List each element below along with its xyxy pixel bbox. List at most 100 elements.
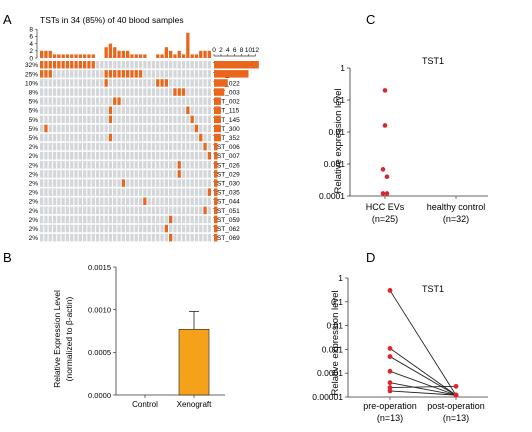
heatmap-cell [126,233,130,242]
heatmap-cell [151,70,156,78]
heatmap-cell [207,106,211,114]
heatmap-cell [138,233,143,242]
heatmap-cell [156,152,160,160]
heatmap-cell [108,179,113,187]
heatmap-cell [117,124,121,133]
heatmap-cell [83,88,87,96]
heatmap-cell [194,70,199,78]
heatmap-cell [151,188,156,196]
heatmap-cell [48,206,52,215]
heatmap-cell [207,215,211,224]
heatmap-cell [91,170,95,178]
heatmap-cell [134,106,138,114]
heatmap-cell [126,206,130,215]
heatmap-cell [104,161,108,169]
heatmap-cell [65,161,70,169]
heatmap-cell [160,215,164,224]
heatmap-cell [186,133,190,142]
heatmap-cell [100,97,104,105]
heatmap-cell [117,142,121,151]
panel-c-plot: 1 0.1 0.01 0.001 0.0001 HCC EVs (n=25) healthy … [319,63,488,224]
heatmap-cell [134,115,138,124]
panel-d-pair-line [389,356,457,396]
top-bar [169,50,173,58]
heatmap-cell [100,70,104,78]
heatmap-cell [113,115,117,124]
heatmap-cell [87,224,91,233]
heatmap-cell [194,133,199,142]
top-bar [87,54,91,58]
top-bar [70,54,74,58]
heatmap-cell [40,97,44,105]
heatmap-cell [169,61,173,69]
heatmap-cell [95,224,100,233]
heatmap-cell [173,197,177,205]
heatmap-cell [61,115,65,124]
panel-c-point [382,123,388,128]
heatmap-cell [181,206,186,215]
heatmap-cell [65,115,70,124]
heatmap-cell [164,206,168,215]
heatmap-cell [199,142,203,151]
heatmap-cell [70,170,74,178]
heatmap-cell [52,88,57,96]
heatmap-cell [147,233,151,242]
heatmap-cell [177,106,181,114]
heatmap-cell [61,206,65,215]
heatmap-cell [169,179,173,187]
heatmap-cell [138,179,143,187]
panel-d-pair-line [389,290,457,396]
top-bar [156,54,160,58]
heatmap-cell [95,206,100,215]
heatmap-cell [190,61,194,69]
top-bar [48,50,52,58]
heatmap-cell [100,233,104,242]
heatmap-cell [143,79,147,87]
heatmap-cell [181,233,186,242]
heatmap-cell [48,124,52,133]
heatmap-cell [177,224,181,233]
heatmap-cell [156,224,160,233]
heatmap-cell [134,188,138,196]
row-percentage: 2% [29,217,39,224]
top-bar [91,54,95,58]
heatmap-cell [130,152,134,160]
heatmap-cell [95,179,100,187]
panel-c-x-tick-label: HCC EVs [366,202,405,212]
panel-d-point-post [453,392,459,398]
heatmap-cell [156,79,160,87]
heatmap-cell [130,161,134,169]
heatmap-cell [78,124,82,133]
top-axis-tick-label: 8 [29,27,33,34]
heatmap-cell [52,197,57,205]
panel-c-point [380,167,386,172]
heatmap-cell [48,170,52,178]
heatmap-cell [113,79,117,87]
panel-d-point-pre [387,354,393,359]
panel-d-y-tick-label: 0.01 [326,321,343,331]
heatmap-cell [83,133,87,142]
heatmap-cell [156,215,160,224]
heatmap-cell [117,152,121,160]
heatmap-cell [126,61,130,69]
heatmap-cell [181,224,186,233]
heatmap-cell [194,97,199,105]
heatmap-cell [95,161,100,169]
row-percentage: 2% [29,181,39,188]
panel-b-ylabel-1: Relative Expression Level [52,290,62,388]
right-bar [214,97,221,105]
panel-b-ylabel-2: (normalized to β-actin) [64,296,74,381]
heatmap-cell [194,106,199,114]
heatmap-cell [160,97,164,105]
heatmap-cell [199,224,203,233]
panel-d-y-tick-label: 0.00001 [312,392,343,402]
panel-c-x-tick-n: (n=32) [443,214,469,224]
row-label: TST_062 [213,226,240,233]
heatmap-cell [87,206,91,215]
heatmap-cell [87,70,91,78]
heatmap-cell [44,188,48,196]
heatmap-cell [177,152,181,160]
heatmap-cell [121,179,125,187]
panel-d-pair-line [389,370,457,396]
